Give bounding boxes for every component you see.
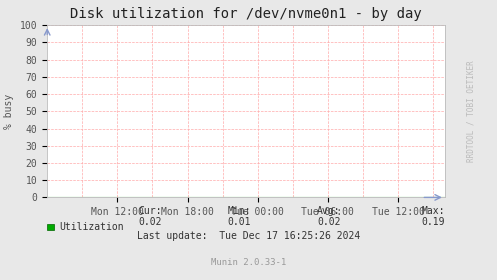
Text: RRDTOOL / TOBI OETIKER: RRDTOOL / TOBI OETIKER (466, 60, 476, 162)
Text: 0.02: 0.02 (138, 217, 162, 227)
Y-axis label: % busy: % busy (4, 94, 14, 129)
Text: Min:: Min: (228, 206, 251, 216)
Text: Cur:: Cur: (138, 206, 162, 216)
Text: Last update:  Tue Dec 17 16:25:26 2024: Last update: Tue Dec 17 16:25:26 2024 (137, 231, 360, 241)
Text: Max:: Max: (421, 206, 445, 216)
Text: 0.02: 0.02 (317, 217, 340, 227)
Title: Disk utilization for /dev/nvme0n1 - by day: Disk utilization for /dev/nvme0n1 - by d… (70, 7, 422, 21)
Text: Utilization: Utilization (60, 222, 124, 232)
Text: Avg:: Avg: (317, 206, 340, 216)
Text: 0.19: 0.19 (421, 217, 445, 227)
Text: 0.01: 0.01 (228, 217, 251, 227)
Text: Munin 2.0.33-1: Munin 2.0.33-1 (211, 258, 286, 267)
